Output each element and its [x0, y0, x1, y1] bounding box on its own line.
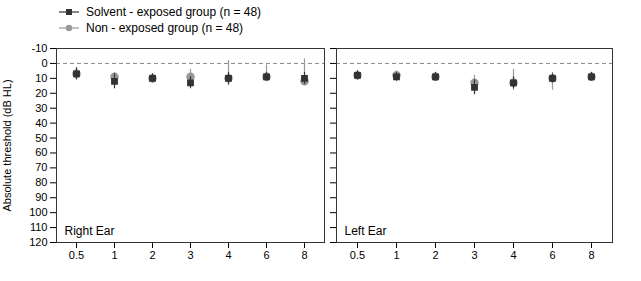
svg-text:30: 30: [35, 102, 47, 114]
svg-text:90: 90: [35, 191, 47, 203]
svg-text:10: 10: [35, 72, 47, 84]
svg-text:20: 20: [35, 87, 47, 99]
svg-text:40: 40: [35, 117, 47, 129]
svg-text:1: 1: [111, 249, 117, 261]
svg-text:4: 4: [510, 249, 516, 261]
svg-text:-10: -10: [32, 42, 48, 54]
svg-text:120: 120: [29, 236, 47, 248]
svg-text:2: 2: [432, 249, 438, 261]
svg-text:0: 0: [41, 57, 47, 69]
svg-text:50: 50: [35, 132, 47, 144]
html-text:Non - exposed group (n = 48): Non - exposed group (n = 48): [86, 21, 244, 35]
svg-text:6: 6: [263, 249, 269, 261]
svg-text:2: 2: [149, 249, 155, 261]
svg-text:6: 6: [549, 249, 555, 261]
svg-text:60: 60: [35, 146, 47, 158]
svg-text:4: 4: [225, 249, 231, 261]
svg-text:3: 3: [471, 249, 477, 261]
svg-text:110: 110: [30, 221, 48, 233]
svg-text:0.5: 0.5: [350, 249, 365, 261]
svg-text:8: 8: [301, 249, 307, 261]
svg-text:8: 8: [588, 249, 594, 261]
svg-text:80: 80: [35, 176, 47, 188]
svg-text:Absolute threshold (dB HL): Absolute threshold (dB HL): [1, 79, 13, 211]
svg-text:Left Ear: Left Ear: [345, 224, 387, 238]
svg-text:Right Ear: Right Ear: [65, 224, 115, 238]
html-text:Solvent - exposed group (n = 4: Solvent - exposed group (n = 48): [86, 5, 262, 19]
svg-text:100: 100: [29, 206, 47, 218]
svg-text:1: 1: [393, 249, 399, 261]
svg-text:0.5: 0.5: [69, 249, 84, 261]
svg-text:70: 70: [35, 161, 47, 173]
svg-text:3: 3: [187, 249, 193, 261]
